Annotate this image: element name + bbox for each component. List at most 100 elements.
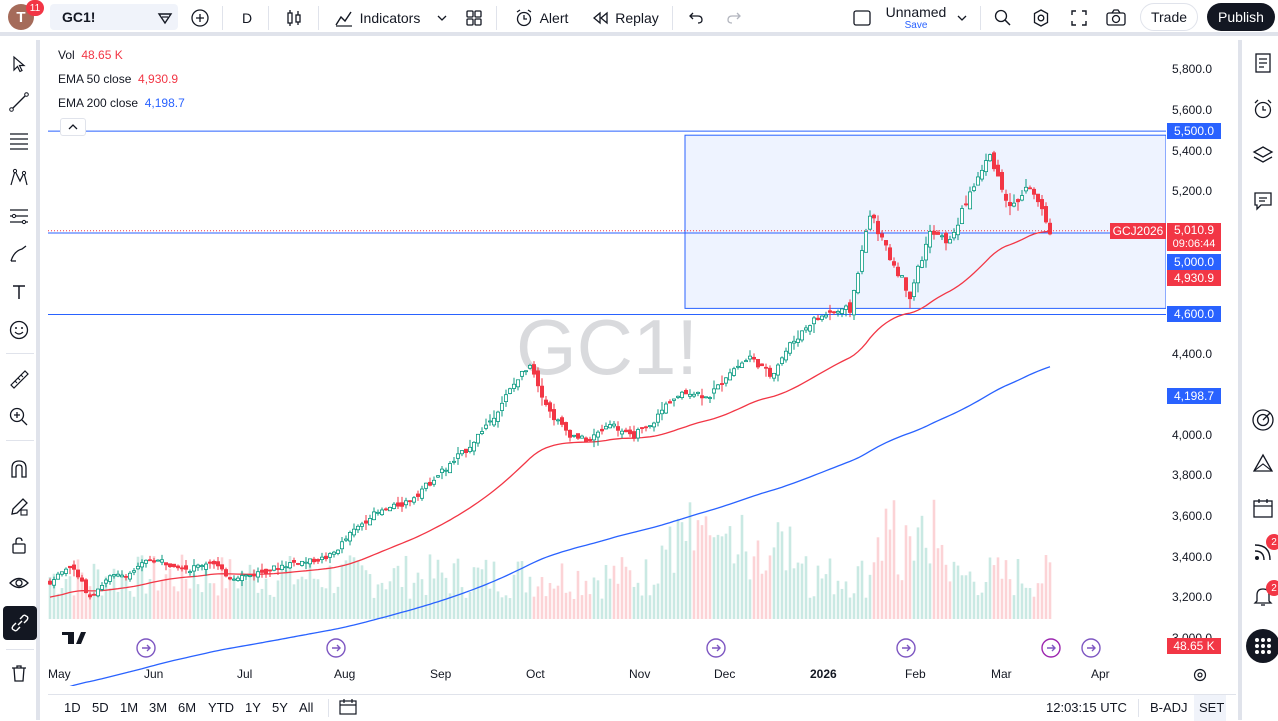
calendar-range-icon[interactable] (338, 698, 358, 719)
price-chart[interactable] (48, 44, 1166, 686)
trend-line-icon[interactable] (4, 87, 34, 117)
chart-pane[interactable]: GC1! (48, 44, 1166, 686)
adjustment-toggle[interactable]: B-ADJ (1150, 700, 1188, 715)
time-tick: Dec (714, 667, 736, 681)
range-1m[interactable]: 1M (120, 700, 139, 715)
range-5y[interactable]: 5Y (272, 700, 288, 715)
quick-search-icon[interactable] (990, 4, 1016, 32)
signals-icon[interactable] (1248, 537, 1278, 567)
candle-body (560, 417, 565, 425)
horizontal-lines-icon[interactable] (4, 125, 34, 155)
watchlist-icon[interactable] (1248, 48, 1278, 78)
layout-name-button[interactable]: Unnamed Save (882, 4, 950, 32)
range-1y[interactable]: 1Y (245, 700, 261, 715)
axis-settings-icon[interactable] (1190, 666, 1210, 684)
range-1d[interactable]: 1D (64, 700, 81, 715)
replay-button[interactable]: Replay (588, 4, 662, 32)
symbol-details-icon[interactable] (154, 4, 176, 32)
magnet-icon[interactable] (4, 454, 34, 484)
drawing-lock-pencil-icon[interactable] (4, 492, 34, 522)
calendar-icon[interactable] (1248, 493, 1278, 523)
candle-body (1048, 222, 1053, 235)
volume-bar (1000, 578, 1004, 619)
candle-body (976, 176, 981, 186)
last-price-value: 5,010.9 (1173, 223, 1215, 238)
candle-body (880, 233, 885, 238)
volume-bar (440, 572, 444, 619)
layers-icon[interactable] (1248, 140, 1278, 170)
notifications-bell-icon[interactable] (1248, 581, 1278, 611)
price-axis[interactable]: 5,800.0 5,600.0 5,400.0 5,200.0 4,400.0 … (1166, 44, 1234, 686)
range-ytd[interactable]: YTD (208, 700, 234, 715)
time-tick: Feb (905, 667, 926, 681)
target-icon[interactable] (1248, 405, 1278, 435)
volume-bar (372, 597, 376, 619)
emoji-icon[interactable] (4, 315, 34, 345)
publish-button[interactable]: Publish (1207, 3, 1275, 31)
chat-icon[interactable] (1248, 186, 1278, 216)
volume-bar (200, 592, 204, 619)
ema50-legend[interactable]: EMA 50 close 4,930.9 (58, 72, 178, 86)
redo-icon[interactable] (722, 4, 746, 32)
cursor-icon[interactable] (4, 49, 34, 79)
settings-icon[interactable] (1028, 4, 1054, 32)
fib-icon[interactable] (4, 201, 34, 231)
link-icon[interactable] (3, 606, 37, 640)
volume-bar (376, 584, 380, 619)
candle-body (960, 208, 965, 224)
candle-body (239, 575, 244, 581)
candle-body (555, 419, 560, 422)
ideas-icon[interactable] (1248, 449, 1278, 479)
layout-checkbox-icon[interactable] (850, 4, 874, 32)
trash-icon[interactable] (4, 658, 34, 688)
volume-legend[interactable]: Vol 48.65 K (58, 48, 123, 62)
apps-grid-icon[interactable] (1246, 629, 1278, 663)
candle-body (399, 502, 404, 507)
time-axis[interactable]: May Jun Jul Aug Sep Oct Nov Dec 2026 Feb… (48, 664, 1166, 686)
volume-bar (1036, 583, 1040, 619)
volume-bar (720, 536, 724, 619)
range-6m[interactable]: 6M (178, 700, 197, 715)
volume-bar (300, 576, 304, 619)
separator (672, 6, 673, 30)
separator (496, 6, 497, 30)
range-5d[interactable]: 5D (92, 700, 109, 715)
pattern-icon[interactable] (4, 163, 34, 193)
collapse-legend-icon[interactable] (60, 118, 86, 136)
templates-icon[interactable] (462, 4, 486, 32)
candle-body (1000, 172, 1005, 190)
ema200-legend[interactable]: EMA 200 close 4,198.7 (58, 96, 185, 110)
lock-icon[interactable] (4, 530, 34, 560)
trade-button[interactable]: Trade (1140, 3, 1198, 31)
volume-bar (436, 559, 440, 619)
symbol-search[interactable]: GC1! (50, 4, 178, 30)
undo-icon[interactable] (684, 4, 708, 32)
interval-button[interactable]: D (236, 4, 258, 32)
compare-add-icon[interactable] (188, 4, 212, 32)
alerts-clock-icon[interactable] (1248, 94, 1278, 124)
volume-bar (704, 516, 708, 619)
range-3m[interactable]: 3M (149, 700, 168, 715)
camera-icon[interactable] (1102, 4, 1130, 32)
volume-bar (228, 559, 232, 619)
zoom-in-icon[interactable] (4, 402, 34, 432)
chevron-down-icon[interactable] (434, 4, 450, 32)
brush-icon[interactable] (4, 239, 34, 269)
alert-button[interactable]: Alert (508, 4, 574, 32)
candles-icon[interactable] (282, 4, 306, 32)
eye-icon[interactable] (4, 568, 34, 598)
range-all[interactable]: All (299, 700, 314, 715)
volume-bar (72, 595, 76, 619)
candle-body (63, 568, 68, 574)
ruler-icon[interactable] (4, 364, 34, 394)
candle-body (503, 394, 508, 403)
candle-body (832, 311, 837, 314)
candle-body (195, 564, 200, 568)
price-tick: 5,600.0 (1172, 103, 1213, 117)
indicators-button[interactable]: Indicators (330, 4, 424, 32)
layout-chevron-down-icon[interactable] (954, 4, 970, 32)
text-tool-icon[interactable] (4, 277, 34, 307)
session-toggle[interactable]: SET (1199, 700, 1225, 715)
fullscreen-icon[interactable] (1066, 4, 1092, 32)
utc-clock[interactable]: 12:03:15 UTC (1046, 700, 1127, 715)
